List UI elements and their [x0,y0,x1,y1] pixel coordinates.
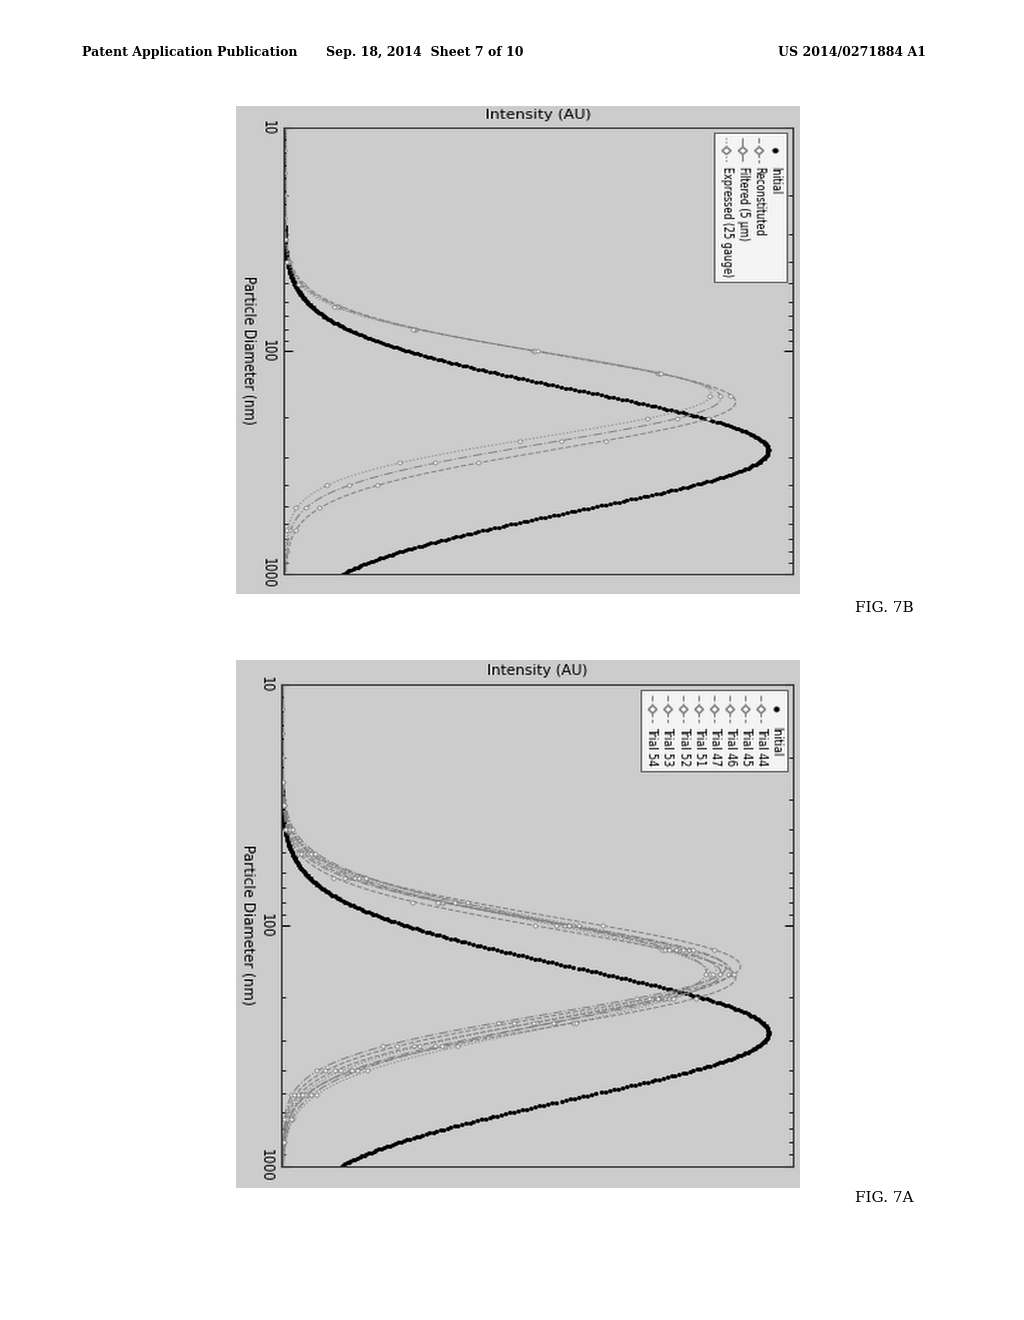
Text: Sep. 18, 2014  Sheet 7 of 10: Sep. 18, 2014 Sheet 7 of 10 [327,46,523,59]
Text: US 2014/0271884 A1: US 2014/0271884 A1 [778,46,927,59]
Text: FIG. 7A: FIG. 7A [855,1191,913,1205]
Text: Patent Application Publication: Patent Application Publication [82,46,297,59]
Text: FIG. 7B: FIG. 7B [855,601,913,615]
